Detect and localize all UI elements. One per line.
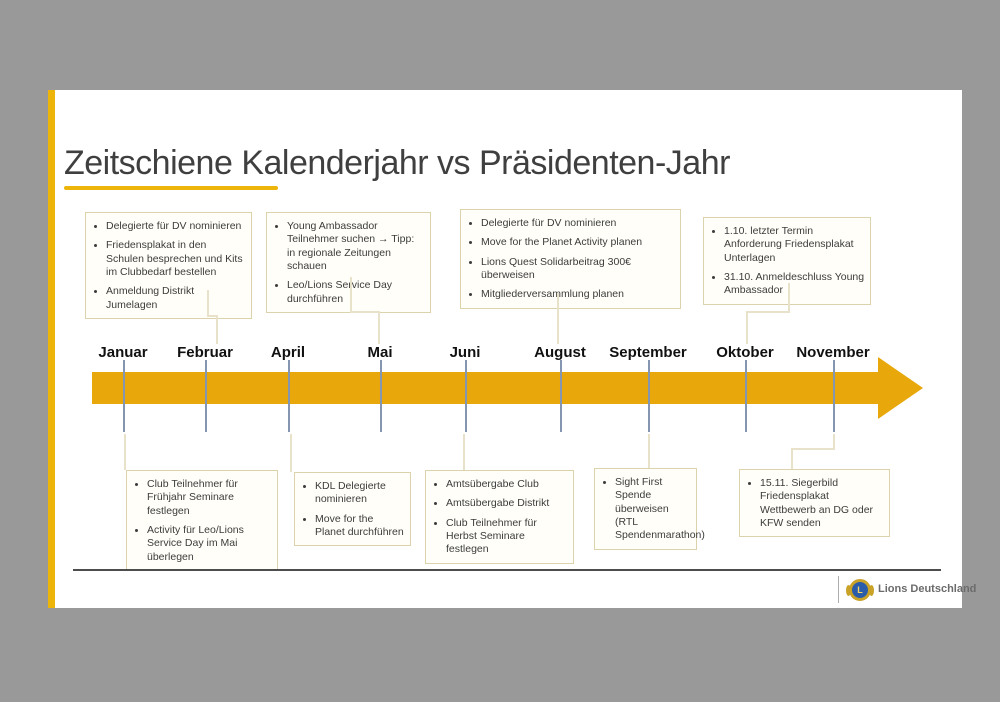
connector-line	[746, 311, 790, 313]
lions-logo-letter: L	[857, 584, 863, 595]
bullet-list: Club Teilnehmer für Frühjahr Seminare fe…	[129, 478, 272, 564]
bullet-item: Amtsübergabe Distrikt	[446, 497, 568, 510]
connector-line	[791, 448, 835, 450]
bullet-list: Sight First Spende überweisen (RTL Spend…	[597, 476, 705, 543]
tick-april	[288, 360, 290, 432]
tick-august	[560, 360, 562, 432]
bullet-list: KDL Delegierte nominieren Move for the Pl…	[297, 480, 405, 539]
bullet-item: Amtsübergabe Club	[446, 478, 568, 491]
month-label-juni: Juni	[449, 344, 481, 361]
connector-line	[290, 434, 292, 472]
connector-line	[216, 315, 218, 344]
bullet-list: Delegierte für DV nominieren Move for the…	[463, 217, 675, 302]
bullet-list: Amtsübergabe Club Amtsübergabe Distrikt Cl…	[428, 478, 568, 557]
connector-line	[746, 311, 748, 344]
month-label-november: November	[796, 344, 870, 361]
timeline-arrow-head-icon	[878, 357, 923, 419]
tick-januar	[123, 360, 125, 432]
slide-accent-strip	[48, 90, 55, 608]
bullet-item: Sight First Spende überweisen (RTL Spend…	[615, 476, 705, 543]
bullet-item: Move for the Planet Activity planen	[481, 236, 675, 249]
tick-februar	[205, 360, 207, 432]
connector-line	[557, 293, 559, 344]
connector-line	[378, 311, 380, 344]
bullet-item: Club Teilnehmer für Herbst Seminare fest…	[446, 517, 568, 557]
connector-line	[648, 434, 650, 468]
connector-line	[207, 290, 209, 317]
bullet-item: Delegierte für DV nominieren	[481, 217, 675, 230]
bullet-item: Lions Quest Solidarbeitrag 300€ überweis…	[481, 256, 675, 283]
month-label-august: August	[534, 344, 586, 361]
top-note-box-october: 1.10. letzter Termin Anforderung Frieden…	[703, 217, 871, 305]
top-note-box-january: Delegierte für DV nominieren Friedensplak…	[85, 212, 252, 319]
lions-club-logo-icon: L	[849, 579, 871, 601]
bottom-note-box-january: Club Teilnehmer für Frühjahr Seminare fe…	[126, 470, 278, 571]
connector-line	[350, 277, 352, 313]
timeline-bar	[92, 372, 878, 404]
tick-september	[648, 360, 650, 432]
connector-line	[788, 283, 790, 313]
bullet-list: Young Ambassador Teilnehmer suchen → Tip…	[269, 220, 425, 306]
bullet-item: KDL Delegierte nominieren	[315, 480, 405, 507]
logo-divider-line	[838, 576, 839, 603]
bullet-item: Club Teilnehmer für Frühjahr Seminare fe…	[147, 478, 272, 518]
bullet-item: Anmeldung Distrikt Jumelagen	[106, 285, 246, 312]
brand-label: Lions Deutschland	[878, 583, 977, 595]
title-underline	[64, 186, 278, 190]
month-label-mai: Mai	[367, 344, 393, 361]
bullet-item: Delegierte für DV nominieren	[106, 220, 246, 233]
bottom-note-box-april: KDL Delegierte nominieren Move for the Pl…	[294, 472, 411, 547]
connector-line	[791, 448, 793, 469]
connector-line	[833, 434, 835, 450]
bullet-item: Friedensplakat in den Schulen besprechen…	[106, 239, 246, 279]
bullet-item: 31.10. Anmeldeschluss Young Ambassador	[724, 271, 865, 298]
connector-line	[207, 315, 218, 317]
connector-line	[463, 434, 465, 470]
bullet-item: Move for the Planet durchführen	[315, 513, 405, 540]
month-label-september: September	[609, 344, 687, 361]
footer-divider-line	[73, 569, 941, 571]
bullet-list: 1.10. letzter Termin Anforderung Frieden…	[706, 225, 865, 298]
bullet-item: Leo/Lions Service Day durchführen	[287, 279, 425, 306]
bullet-item: Mitgliederversammlung planen	[481, 288, 675, 301]
top-note-box-summer: Delegierte für DV nominieren Move for the…	[460, 209, 681, 309]
month-label-april: April	[270, 344, 306, 361]
lions-emblem-right-wing-icon	[869, 585, 874, 596]
bottom-note-box-november: 15.11. Siegerbild Friedensplakat Wettbew…	[739, 469, 890, 538]
bullet-item: 15.11. Siegerbild Friedensplakat Wettbew…	[760, 477, 884, 530]
bullet-item: 1.10. letzter Termin Anforderung Frieden…	[724, 225, 865, 265]
bottom-note-box-june: Amtsübergabe Club Amtsübergabe Distrikt Cl…	[425, 470, 574, 564]
tick-oktober	[745, 360, 747, 432]
month-label-oktober: Oktober	[716, 344, 774, 361]
month-label-januar: Januar	[98, 344, 148, 361]
bottom-note-box-september: Sight First Spende überweisen (RTL Spend…	[594, 468, 705, 550]
bullet-item: Activity für Leo/Lions Service Day im Ma…	[147, 524, 272, 564]
tick-mai	[380, 360, 382, 432]
bullet-list: 15.11. Siegerbild Friedensplakat Wettbew…	[742, 477, 884, 530]
slide-title: Zeitschiene Kalenderjahr vs Präsidenten-…	[64, 144, 730, 182]
top-note-box-april-may: Young Ambassador Teilnehmer suchen → Tip…	[266, 212, 431, 313]
bullet-list: Delegierte für DV nominieren Friedensplak…	[88, 220, 246, 312]
tick-juni	[465, 360, 467, 432]
month-label-februar: Februar	[177, 344, 233, 361]
bullet-item: Young Ambassador Teilnehmer suchen → Tip…	[287, 220, 425, 273]
lions-emblem-left-wing-icon	[846, 585, 851, 596]
connector-line	[124, 434, 126, 470]
tick-november	[833, 360, 835, 432]
connector-line	[350, 311, 380, 313]
